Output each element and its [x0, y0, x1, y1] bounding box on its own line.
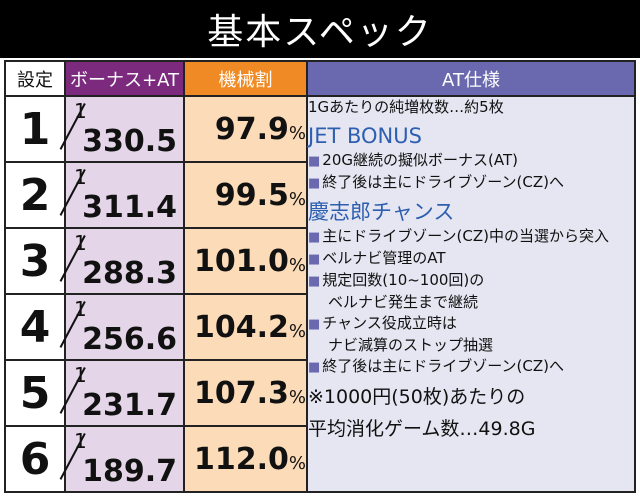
probability-denominator: 231.7: [82, 388, 177, 423]
list-item: ■ 規定回数(10~100回)の: [308, 270, 634, 292]
percent-sign: %: [288, 452, 306, 474]
percent-sign: %: [288, 188, 306, 210]
rate-value: 107.3: [193, 375, 289, 411]
list-item-text: 20G継続の擬似ボーナス(AT): [322, 151, 518, 169]
payout-rate: 112.0%: [183, 425, 308, 493]
list-item-text: 規定回数(10~100回)の: [322, 271, 485, 289]
list-item: ■ 20G継続の擬似ボーナス(AT): [308, 150, 634, 172]
setting-number: 3: [4, 227, 66, 295]
list-item-text: ベルナビ管理のAT: [322, 249, 446, 267]
at-intro: 1Gあたりの純増枚数…約5枚: [308, 98, 504, 116]
square-bullet-icon: ■: [308, 252, 321, 267]
percent-sign: %: [288, 320, 306, 342]
payout-rate: 107.3%: [183, 359, 308, 427]
rate-value: 101.0: [193, 243, 289, 279]
square-bullet-icon: ■: [308, 274, 321, 289]
setting-number: 1: [4, 95, 66, 163]
bonus-probability: 1 311.4: [59, 161, 185, 229]
setting-number: 5: [4, 359, 66, 427]
setting-number: 4: [4, 293, 66, 361]
percent-sign: %: [288, 386, 306, 408]
header-at-spec: AT仕様: [306, 60, 636, 97]
spec-table: 設定 ボーナス+AT 機械割 AT仕様 1 1 330.5 97.9% 1Gあた…: [4, 60, 636, 493]
payout-rate: 97.9%: [183, 95, 308, 163]
list-item: ■ ベルナビ管理のAT: [308, 248, 634, 270]
page-title: 基本スペック: [0, 0, 640, 58]
list-item-continuation: ナビ減算のストップ抽選: [328, 336, 494, 354]
at-spec-cell: 1Gあたりの純増枚数…約5枚 JET BONUS ■ 20G継続の擬似ボーナス(A…: [306, 95, 636, 493]
header-setting: 設定: [4, 60, 66, 97]
note-line: 平均消化ゲーム数…49.8G: [308, 418, 536, 440]
rate-value: 112.0: [193, 441, 289, 477]
rate-value: 99.5: [214, 177, 289, 213]
table-row: 5 1 231.7 107.3%: [4, 359, 635, 427]
list-item-continuation: ベルナビ発生まで継続: [328, 293, 479, 311]
list-item-text: 終了後は主にドライブゾーン(CZ)へ: [322, 357, 565, 375]
probability-denominator: 288.3: [82, 256, 177, 291]
table-row: 2 1 311.4 99.5%: [4, 161, 635, 229]
square-bullet-icon: ■: [308, 230, 321, 245]
table-row: 3 1 288.3 101.0%: [4, 227, 635, 295]
list-item-text: 主にドライブゾーン(CZ)中の当選から突入: [322, 227, 610, 245]
bonus-probability: 1 330.5: [59, 95, 185, 163]
percent-sign: %: [288, 122, 306, 144]
square-bullet-icon: ■: [308, 176, 321, 191]
jet-bonus-heading: JET BONUS: [308, 124, 422, 148]
header-rate: 機械割: [183, 60, 308, 97]
square-bullet-icon: ■: [308, 154, 321, 169]
setting-number: 6: [4, 425, 66, 493]
bonus-probability: 1 288.3: [59, 227, 185, 295]
header-bonus: ボーナス+AT: [64, 60, 185, 97]
list-item: ■ 終了後は主にドライブゾーン(CZ)へ: [308, 172, 634, 194]
header-row: 設定 ボーナス+AT 機械割 AT仕様: [4, 60, 636, 97]
square-bullet-icon: ■: [308, 360, 321, 375]
table-row: 4 1 256.6 104.2%: [4, 293, 635, 361]
probability-denominator: 311.4: [82, 190, 177, 225]
percent-sign: %: [288, 254, 306, 276]
bonus-probability: 1 256.6: [59, 293, 185, 361]
chance-heading: 慶志郎チャンス: [308, 200, 455, 224]
setting-number: 2: [4, 161, 66, 229]
bonus-probability: 1 189.7: [59, 425, 185, 493]
probability-denominator: 330.5: [82, 124, 177, 159]
list-item-text: チャンス役成立時は: [322, 314, 457, 332]
payout-rate: 99.5%: [183, 161, 308, 229]
probability-denominator: 256.6: [82, 322, 177, 357]
table-row: 6 1 189.7 112.0%: [4, 425, 635, 493]
probability-denominator: 189.7: [82, 454, 177, 489]
list-item: ■ 主にドライブゾーン(CZ)中の当選から突入: [308, 226, 634, 248]
square-bullet-icon: ■: [308, 317, 321, 332]
list-item-text: 終了後は主にドライブゾーン(CZ)へ: [322, 173, 565, 191]
table-row: 1 1 330.5 97.9% 1Gあたりの純増枚数…約5枚 JET BONUS…: [4, 95, 636, 493]
list-item: ■ チャンス役成立時は: [308, 313, 634, 335]
list-item: ■ 終了後は主にドライブゾーン(CZ)へ: [308, 356, 634, 378]
rate-value: 104.2: [193, 309, 289, 345]
payout-rate: 101.0%: [183, 227, 308, 295]
rate-value: 97.9: [214, 111, 289, 147]
bonus-probability: 1 231.7: [59, 359, 185, 427]
note-line: ※1000円(50枚)あたりの: [308, 386, 526, 408]
payout-rate: 104.2%: [183, 293, 308, 361]
